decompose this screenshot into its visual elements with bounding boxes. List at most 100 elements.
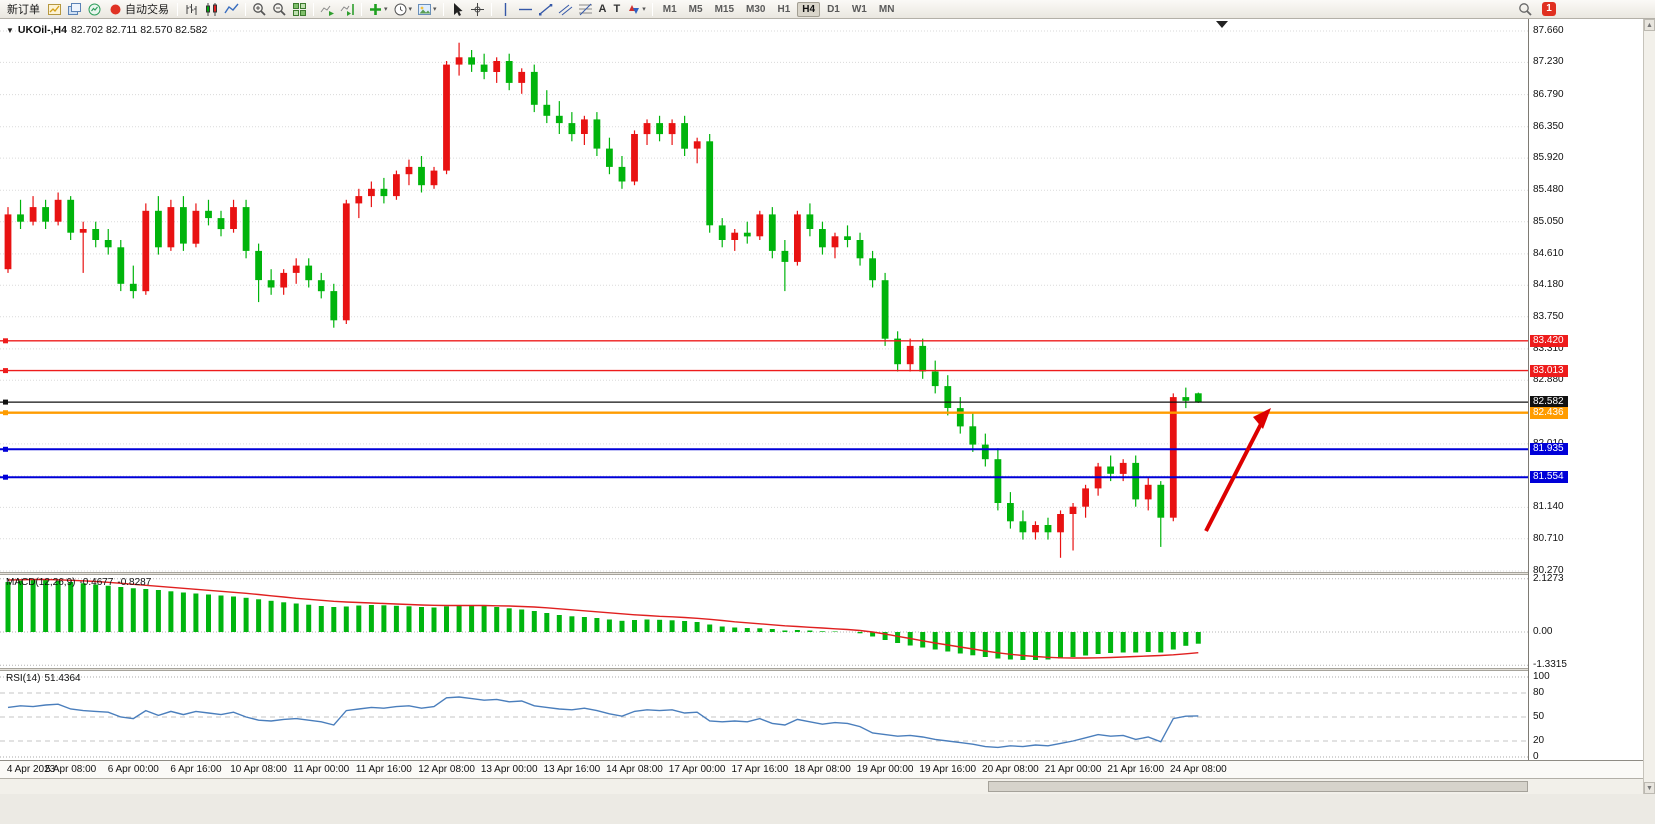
- chart-window: ▼ UKOil-,H4 82.702 82.711 82.570 82.582 …: [0, 19, 1643, 794]
- horizontal-scrollbar-thumb[interactable]: [988, 781, 1528, 792]
- price-axis[interactable]: 87.660 87.230 86.790 86.350 85.920 85.480 85.0…: [1528, 19, 1643, 762]
- market-watch-button[interactable]: [85, 1, 104, 18]
- profiles-button[interactable]: [65, 1, 84, 18]
- time-axis-label: 21 Apr 00:00: [1044, 764, 1102, 775]
- tile-windows-button[interactable]: [290, 1, 309, 18]
- autoscroll-button[interactable]: [318, 1, 337, 18]
- timeframe-button-m5[interactable]: M5: [688, 3, 703, 15]
- main-chart-plot[interactable]: [0, 19, 1528, 572]
- search-button[interactable]: [1516, 1, 1535, 18]
- fibonacci-button[interactable]: [576, 1, 595, 18]
- zoom-out-icon: [273, 2, 286, 16]
- arrows-tool-button[interactable]: ▾: [624, 1, 648, 18]
- price-level-label: 82.582: [1530, 396, 1568, 409]
- toolbar-separator: [442, 2, 444, 16]
- new-order-label: 新订单: [7, 4, 40, 16]
- chart-shift-button[interactable]: [338, 1, 357, 18]
- dropdown-arrow-icon[interactable]: ▾: [642, 6, 646, 13]
- trendline-button[interactable]: [536, 1, 555, 18]
- bar-chart-button[interactable]: [182, 1, 201, 18]
- price-level-label: 81.935: [1530, 443, 1568, 456]
- channel-icon: [558, 4, 572, 15]
- workspace-background: [0, 794, 1655, 824]
- time-axis-label: 11 Apr 16:00: [355, 764, 412, 775]
- macd-histogram: [5, 579, 1201, 660]
- horizontal-level-lines[interactable]: [0, 338, 1528, 480]
- periods-button[interactable]: ▾: [391, 1, 415, 18]
- toolbar-separator: [361, 2, 362, 16]
- time-axis[interactable]: 4 Apr 2023 5 Apr 08:00 6 Apr 00:00 6 Apr 16…: [0, 760, 1643, 778]
- dropdown-arrow-icon[interactable]: ▾: [408, 6, 413, 13]
- rsi-scale-label: 0: [1533, 751, 1539, 762]
- new-order-button[interactable]: 新订单: [3, 1, 44, 18]
- timeframe-button-mn[interactable]: MN: [878, 3, 895, 15]
- time-axis-label: 17 Apr 16:00: [731, 764, 789, 775]
- macd-name: MACD(12,26,9): [6, 577, 76, 588]
- candlestick-chart-button[interactable]: [202, 1, 221, 18]
- time-axis-label: 13 Apr 00:00: [480, 764, 538, 775]
- rsi-scale-label: 80: [1533, 687, 1545, 698]
- candlestick-chart-icon: [206, 2, 217, 16]
- rsi-scale-label: 20: [1533, 735, 1545, 746]
- chart-symbol-label[interactable]: ▼ UKOil-,H4 82.702 82.711 82.570 82.582: [6, 24, 207, 36]
- time-axis-label: 12 Apr 08:00: [418, 764, 475, 775]
- indicators-button[interactable]: ▾: [366, 1, 390, 18]
- rsi-scale-label: 50: [1533, 711, 1545, 722]
- timeframe-button-m1[interactable]: M1: [662, 3, 677, 15]
- panel-splitter[interactable]: [0, 572, 1643, 575]
- chart-shift-marker[interactable]: [1216, 21, 1228, 28]
- chart-shift-icon: [340, 3, 354, 16]
- text-tool-button[interactable]: A: [598, 3, 607, 15]
- price-axis-label: 83.310: [1533, 342, 1564, 354]
- chart-menu-icon[interactable]: ▼: [6, 25, 14, 35]
- vertical-scrollbar[interactable]: ▲ ▼: [1643, 19, 1655, 794]
- zoom-in-button[interactable]: [250, 1, 269, 18]
- channel-button[interactable]: [556, 1, 575, 18]
- clock-icon: [394, 3, 407, 15]
- ohlc-values: 82.702 82.711 82.570 82.582: [70, 24, 208, 36]
- timeframe-button-d1[interactable]: D1: [827, 3, 840, 15]
- new-chart-button[interactable]: [45, 1, 64, 18]
- timeframe-button-m30[interactable]: M30: [746, 3, 766, 15]
- rsi-panel[interactable]: [0, 671, 1528, 760]
- time-axis-label: 19 Apr 16:00: [919, 764, 977, 775]
- dropdown-arrow-icon[interactable]: ▾: [384, 6, 388, 13]
- horizontal-line-button[interactable]: [516, 1, 535, 18]
- macd-panel[interactable]: [0, 575, 1528, 668]
- timeframe-button-m15[interactable]: M15: [714, 3, 735, 15]
- scroll-down-icon[interactable]: ▼: [1644, 782, 1655, 794]
- cursor-button[interactable]: [448, 1, 467, 18]
- notification-badge[interactable]: 1: [1542, 2, 1556, 16]
- timeframe-button-h4[interactable]: H4: [797, 1, 821, 17]
- vertical-line-button[interactable]: [496, 1, 515, 18]
- price-level-label: 82.436: [1530, 406, 1568, 419]
- panel-splitter[interactable]: [0, 668, 1643, 671]
- time-axis-label: 21 Apr 16:00: [1107, 764, 1165, 775]
- macd-scale-label: 0.00: [1533, 626, 1553, 637]
- toolbar-right-group: 1: [1516, 1, 1556, 18]
- timeframe-button-h1[interactable]: H1: [777, 3, 791, 15]
- autotrading-label: 自动交易: [125, 4, 169, 16]
- autotrading-button[interactable]: 自动交易: [105, 1, 173, 18]
- crosshair-button[interactable]: [468, 1, 487, 18]
- fibonacci-icon: [578, 3, 592, 15]
- dropdown-arrow-icon[interactable]: ▾: [433, 6, 437, 13]
- line-chart-button[interactable]: [222, 1, 241, 18]
- zoom-out-button[interactable]: [270, 1, 289, 18]
- templates-button[interactable]: ▾: [415, 1, 439, 18]
- crosshair-icon: [470, 2, 484, 16]
- time-axis-label: 20 Apr 08:00: [982, 764, 1039, 775]
- trendline-icon: [538, 3, 552, 15]
- text-label-tool-button[interactable]: T: [613, 3, 621, 15]
- time-axis-label: 17 Apr 00:00: [668, 764, 726, 775]
- line-chart-icon: [224, 3, 239, 13]
- price-axis-label: 86.790: [1533, 88, 1564, 100]
- app-toolbar: 新订单 自动交易 ▾ ▾ ▾ A T ▾ M1 M5 M15 M30 H1 H4 D1 W1 M…: [0, 0, 1655, 19]
- horizontal-scrollbar[interactable]: [0, 778, 1643, 794]
- time-axis-label: 19 Apr 00:00: [856, 764, 914, 775]
- timeframe-button-w1[interactable]: W1: [851, 3, 867, 15]
- toolbar-separator: [313, 2, 314, 16]
- scroll-up-icon[interactable]: ▲: [1644, 19, 1655, 31]
- trend-arrow[interactable]: [1204, 408, 1271, 532]
- macd-label: MACD(12,26,9) -0.4677 -0.8287: [6, 577, 155, 588]
